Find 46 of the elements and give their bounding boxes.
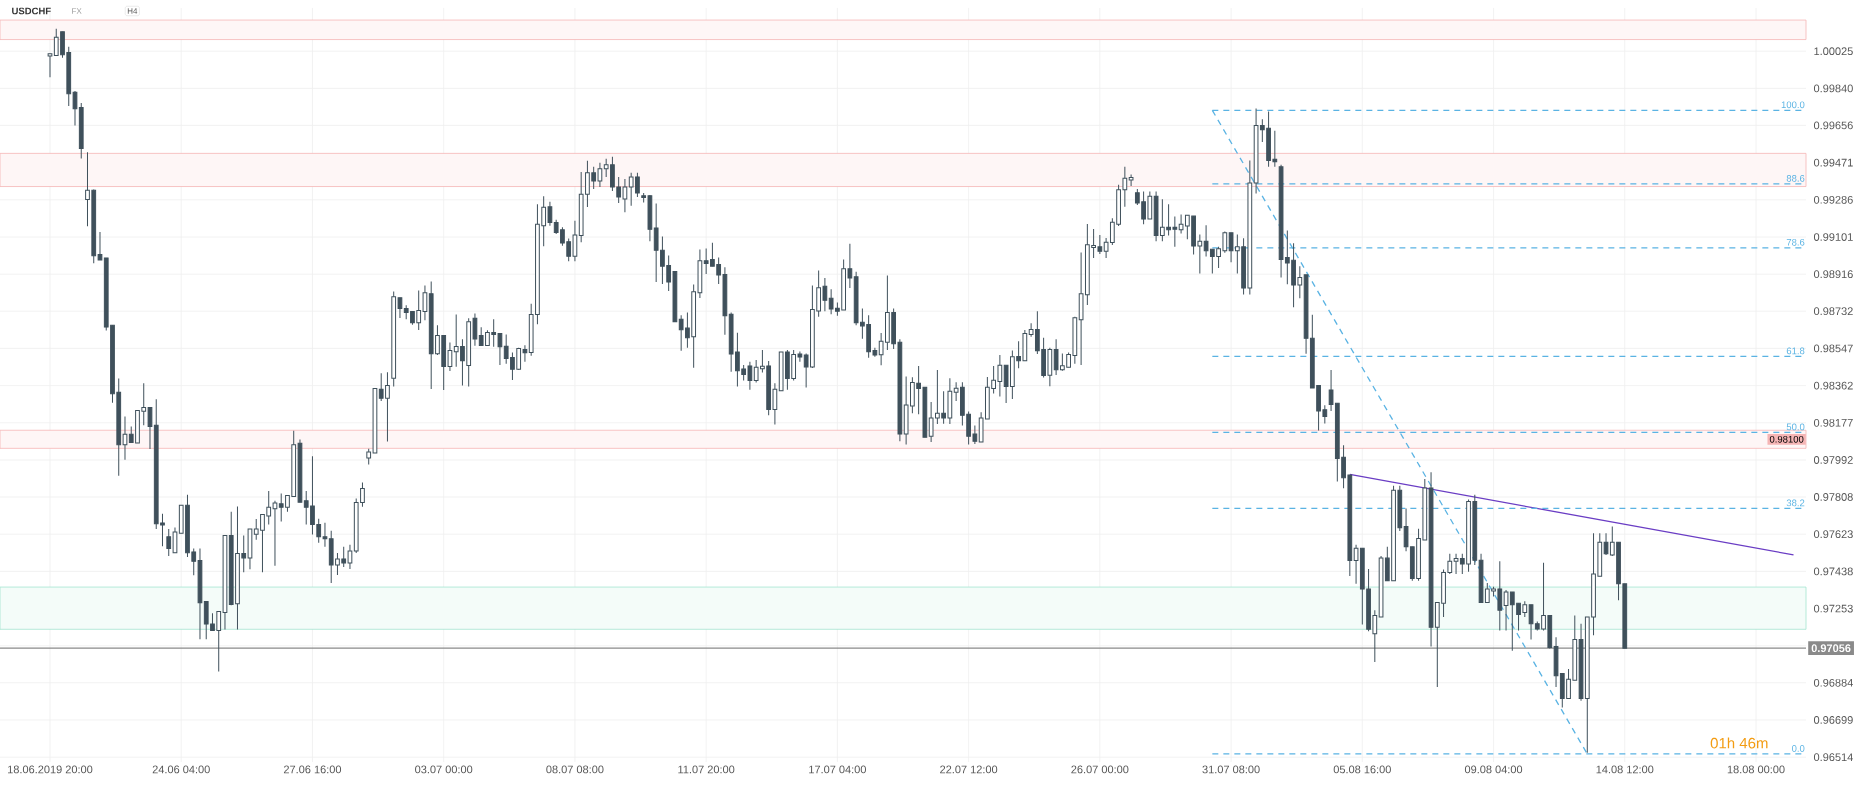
y-tick-label: 0.97623 (1813, 530, 1853, 539)
annotation: 01h 46m (1710, 737, 1768, 749)
series-label: 38.2 (1786, 499, 1805, 507)
y-tick-label: 0.99656 (1813, 121, 1853, 130)
y-tick-label: 0.96514 (1813, 753, 1853, 762)
x-tick-label: 18.06.2019 20:00 (8, 765, 93, 774)
series-label: 100.0 (1781, 101, 1805, 109)
y-tick-label: 0.99286 (1813, 195, 1853, 204)
series-label: 0.0 (1791, 745, 1805, 752)
y-tick-label: 0.96884 (1813, 678, 1853, 687)
y-tick-label: 0.97808 (1813, 493, 1853, 501)
y-tick-label: 0.99471 (1813, 158, 1853, 167)
y-tick-label: 1.00025 (1814, 47, 1853, 56)
series-label: 78.6 (1786, 238, 1805, 246)
y-tick-label: 0.97992 (1813, 456, 1853, 464)
x-tick-label: 11.07 20:00 (678, 765, 735, 774)
x-tick-label: 31.07 08:00 (1202, 765, 1260, 774)
y-tick-label: 0.98177 (1813, 418, 1853, 427)
series-label: 88.6 (1786, 175, 1805, 182)
x-tick-label: 27.06 16:00 (283, 765, 342, 774)
y-tick-label: 0.98732 (1813, 307, 1853, 316)
x-tick-label: 14.08 12:00 (1596, 765, 1654, 774)
y-tick-label: 0.98547 (1813, 344, 1853, 353)
x-tick-label: 05.08 16:00 (1333, 765, 1391, 774)
x-tick-label: 17.07 04:00 (809, 765, 866, 774)
x-tick-label: 03.07 00:00 (415, 765, 473, 774)
x-tick-label: 09.08 04:00 (1464, 765, 1523, 774)
annotation: H4 (127, 8, 138, 14)
series-label: 50.0 (1786, 423, 1805, 431)
y-tick-label: 0.99101 (1813, 233, 1853, 241)
y-tick-label: 0.97438 (1813, 567, 1853, 576)
y-tick-label: 0.97253 (1813, 604, 1853, 613)
ref-line-label: 0.97056 (1811, 644, 1851, 653)
y-tick-label: 0.98916 (1813, 270, 1853, 279)
y-tick-label: 0.98362 (1813, 381, 1853, 390)
x-tick-label: 26.07 00:00 (1071, 765, 1129, 774)
band-label: 0.98100 (1769, 435, 1804, 443)
y-tick-label: 0.99840 (1813, 84, 1853, 93)
x-tick-label: 24.06 04:00 (152, 765, 210, 774)
y-tick-label: 0.96699 (1813, 716, 1853, 724)
x-tick-label: 18.08 00:00 (1727, 765, 1785, 774)
x-tick-label: 22.07 12:00 (940, 765, 998, 774)
x-tick-label: 08.07 08:00 (546, 765, 604, 774)
annotation: FX (72, 8, 82, 14)
chart-title: USDCHF (12, 7, 51, 15)
series-label: 61.8 (1786, 347, 1805, 355)
